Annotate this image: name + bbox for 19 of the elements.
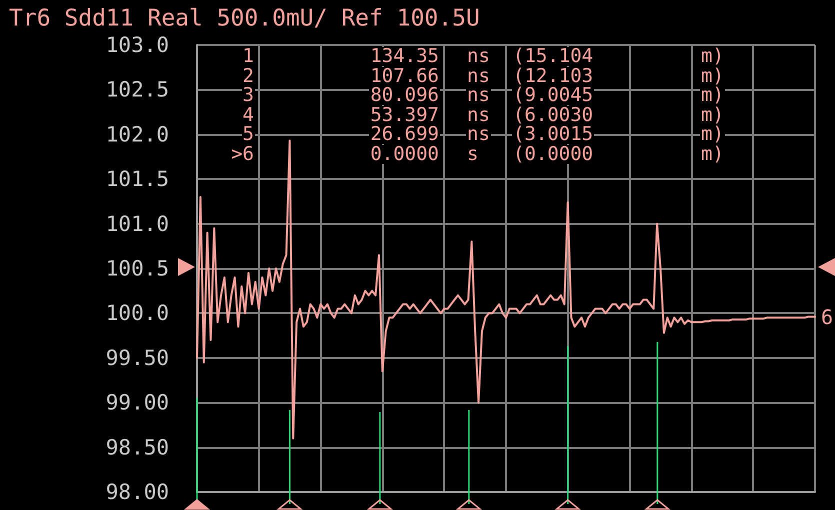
y-tick-label: 99.00: [106, 390, 169, 415]
y-tick-label: 100.0: [106, 301, 169, 326]
text: 3 80.096 ns (9.0045 m): [242, 84, 724, 106]
text: 1 134.35 ns (15.104 m): [242, 45, 724, 67]
text: 5 26.699 ns (3.0015 m): [242, 123, 724, 146]
chart-title: Tr6 Sdd11 Real 500.0mU/ Ref 100.5U: [9, 6, 480, 32]
y-tick-label: 102.0: [106, 122, 169, 146]
y-tick-label: 98.50: [106, 435, 169, 460]
text: 2 107.66 ns (12.103 m): [242, 64, 724, 87]
y-tick-label: 98.00: [106, 480, 169, 504]
y-tick-label: 99.50: [106, 346, 169, 370]
text: 4 53.397 ns (6.0030 m): [242, 104, 724, 126]
text: >6 0.0000 s (0.0000 m): [231, 143, 724, 165]
y-tick-label: 100.5: [106, 256, 169, 280]
y-tick-label: 101.5: [106, 167, 169, 192]
y-tick-label: 103.0: [106, 33, 169, 57]
y-tick-label: 102.5: [106, 78, 169, 102]
y-tick-label: 101.0: [106, 212, 169, 236]
text: 6: [821, 304, 834, 329]
